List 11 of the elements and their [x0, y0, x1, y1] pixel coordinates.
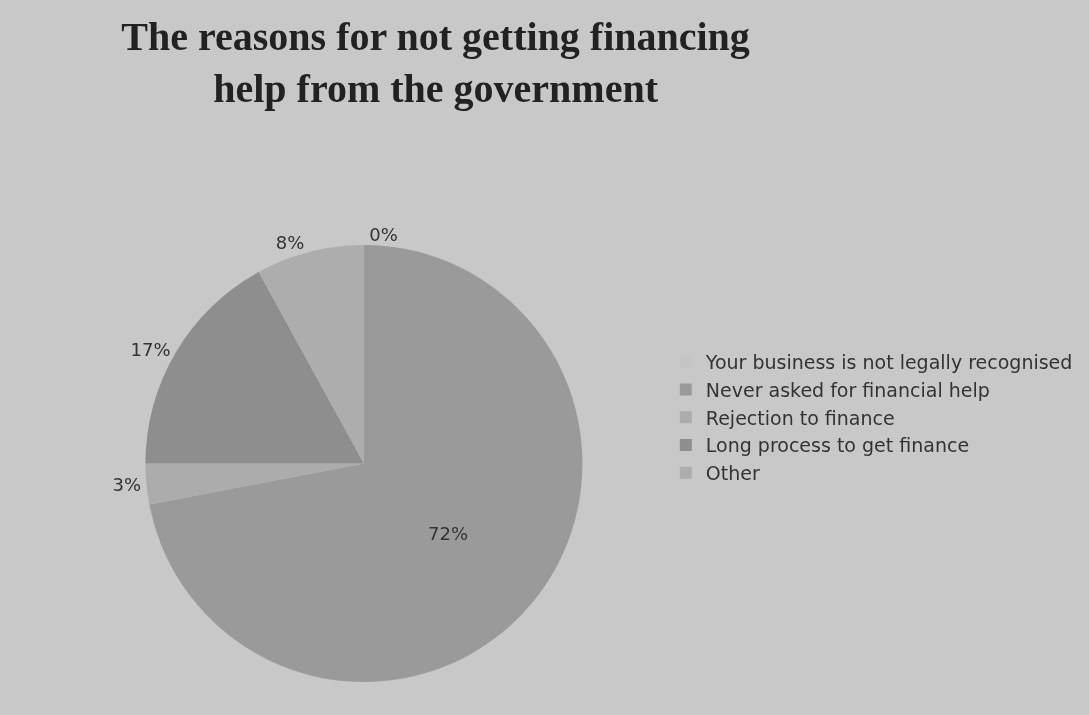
text: 0% — [369, 224, 398, 245]
data-label: 8% — [275, 231, 305, 253]
data-label: 17% — [130, 339, 171, 361]
legend-label: Long process to get finance — [705, 434, 970, 457]
chart-title: The reasons for not getting financing help from the government — [121, 14, 750, 112]
data-label: 3% — [112, 473, 142, 495]
data-label: 72% — [428, 522, 469, 544]
legend-label: Rejection to finance — [705, 406, 895, 429]
category-label: Your business is not legally recognised — [705, 351, 1073, 374]
legend-label: Never asked for financial help — [705, 378, 990, 401]
legend-label: Other — [705, 462, 760, 485]
